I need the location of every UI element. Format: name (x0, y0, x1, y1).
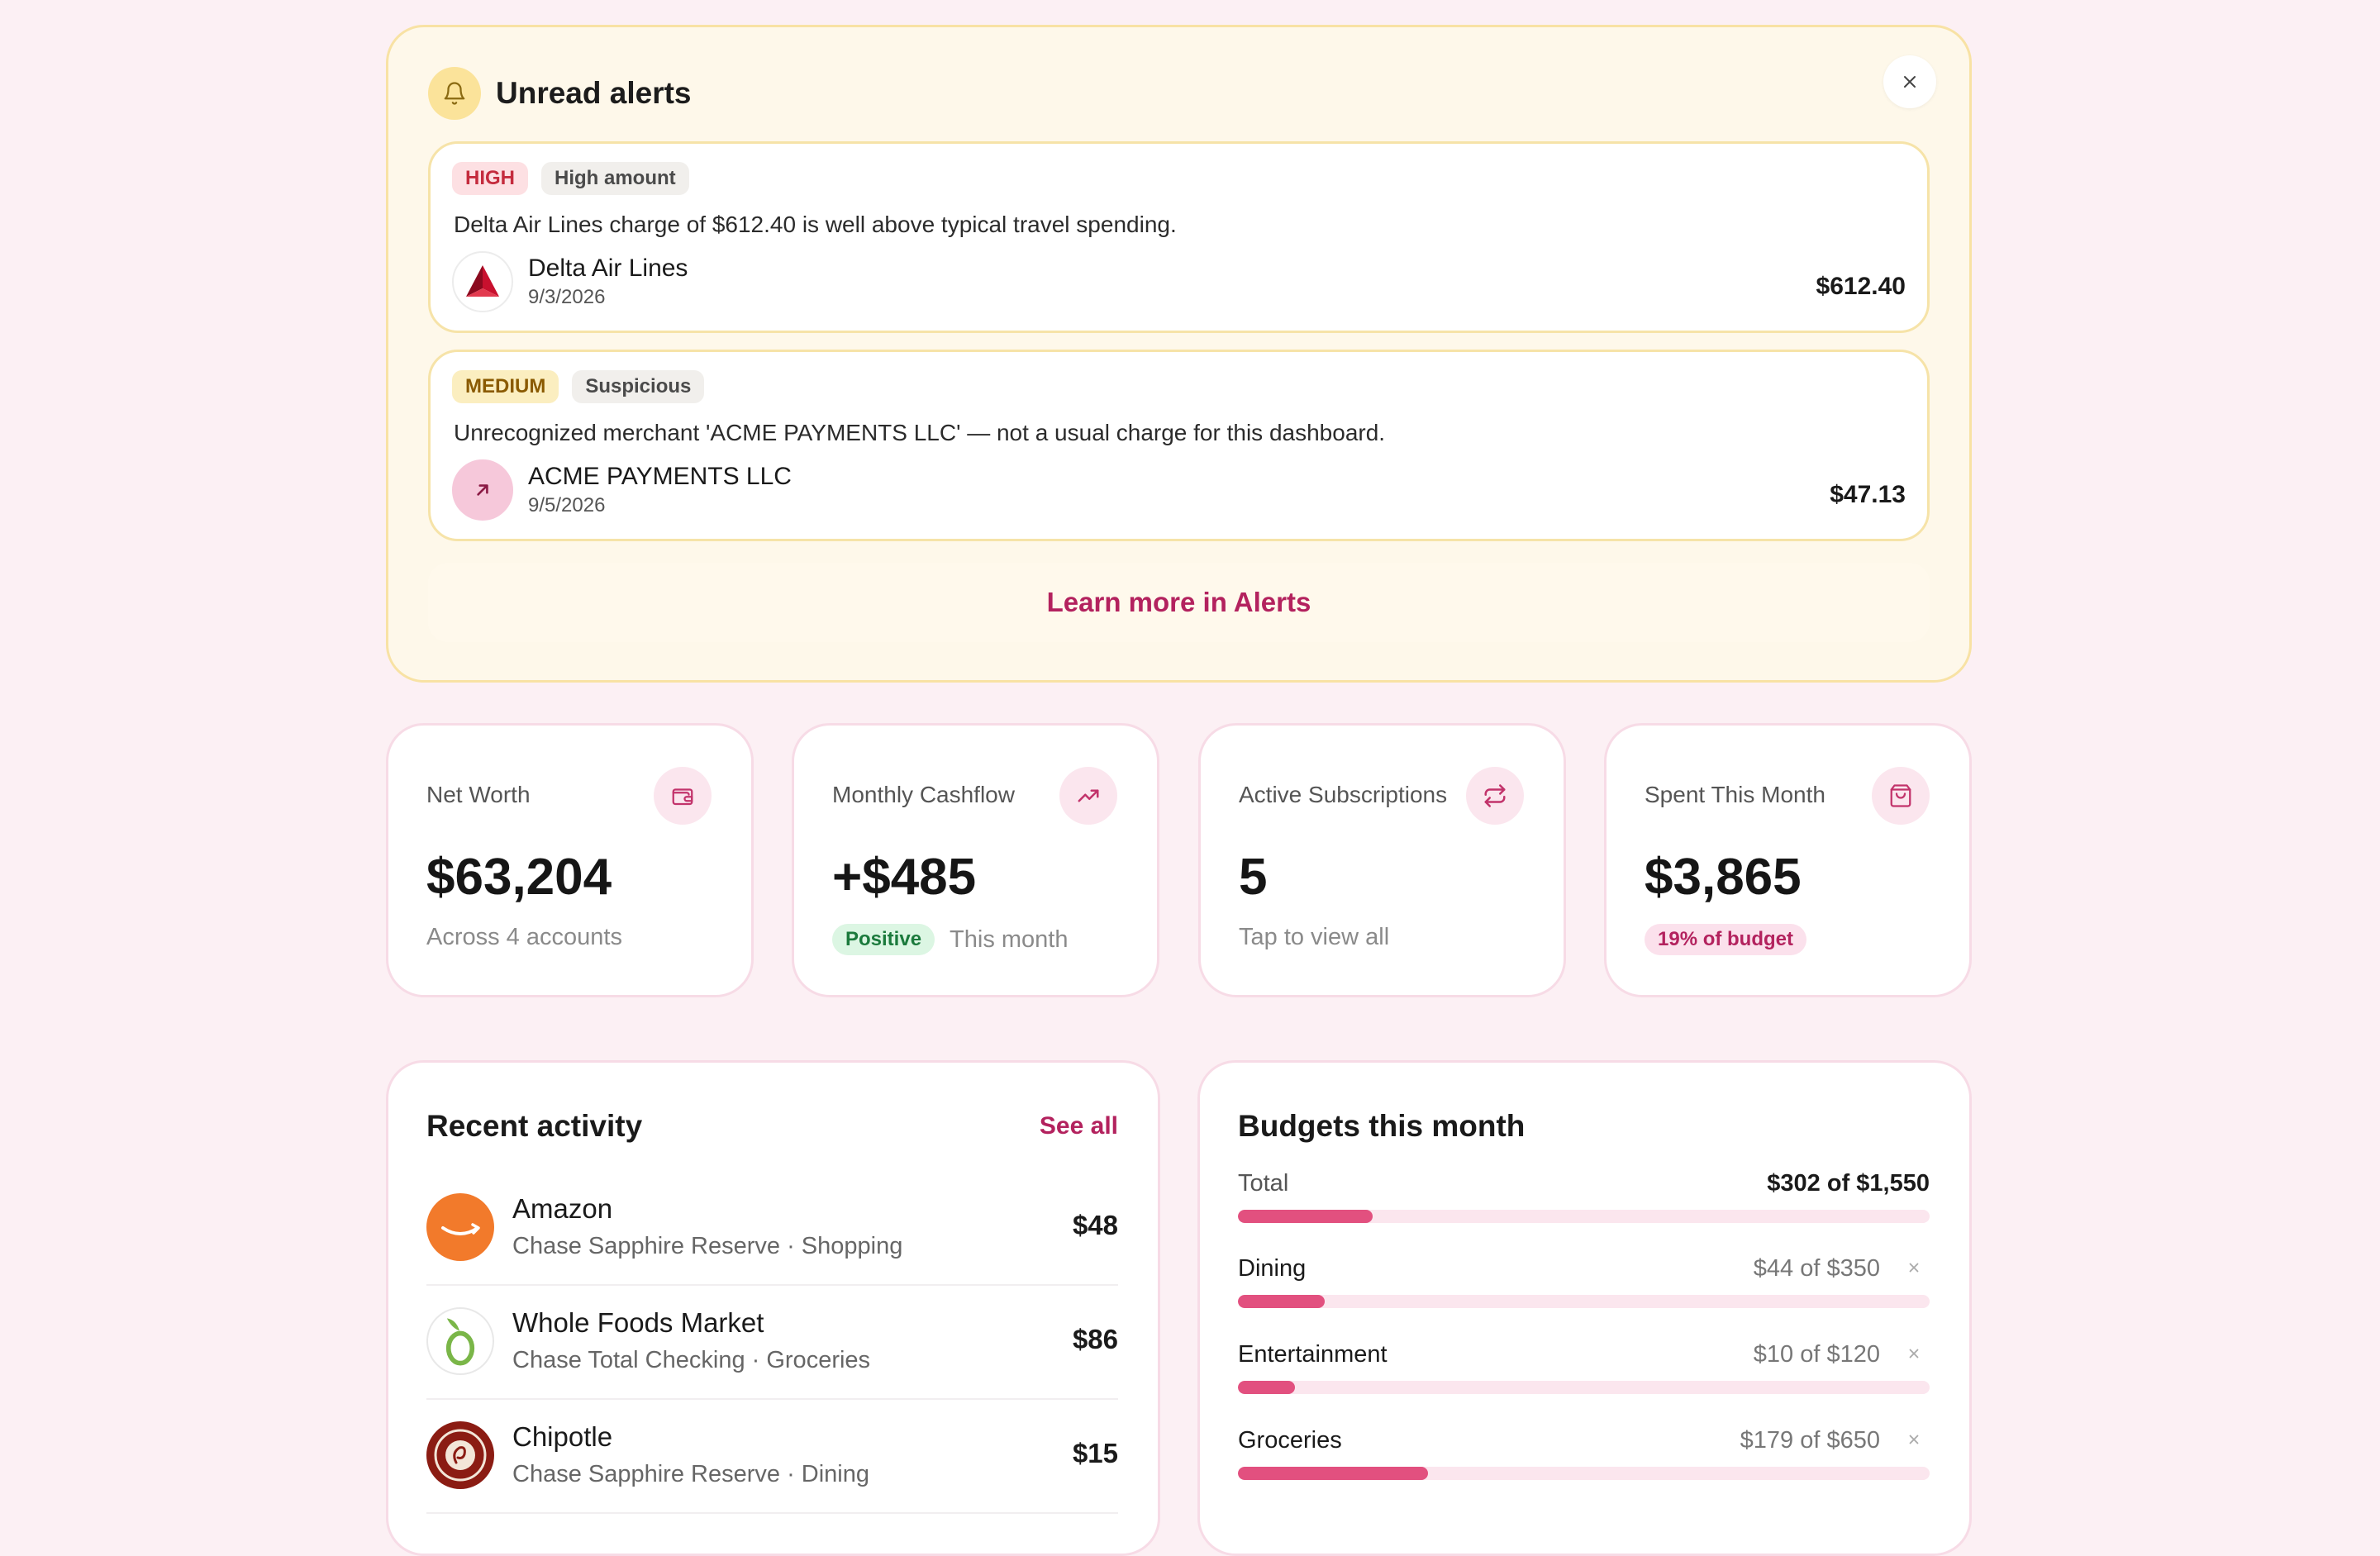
stat-sub: Across 4 accounts (426, 924, 622, 950)
stat-label: Active Subscriptions (1239, 782, 1448, 807)
close-icon (1909, 1263, 1919, 1273)
budget-label: Total (1238, 1170, 1289, 1197)
alert-message: Delta Air Lines charge of $612.40 is wel… (454, 212, 1177, 237)
recent-activity-card: Recent activity See all Amazon Chase Sap… (386, 1060, 1160, 1556)
transaction-details: Chase Sapphire Reserve · Dining (512, 1461, 869, 1487)
alert-type-badge: Suspicious (572, 370, 705, 403)
transaction-amount: $86 (1072, 1324, 1118, 1354)
remove-budget-button[interactable] (1903, 1343, 1925, 1364)
budgets-card: Budgets this month Total $302 of $1,550 … (1197, 1060, 1972, 1556)
stat-value: $3,865 (1645, 849, 1802, 906)
stat-label: Monthly Cashflow (832, 782, 1015, 807)
transaction-details: Chase Sapphire Reserve · Shopping (512, 1233, 903, 1259)
stat-label: Spent This Month (1645, 782, 1825, 807)
chipotle-logo-icon (426, 1421, 494, 1489)
amazon-logo-icon (426, 1193, 494, 1261)
alert-date: 9/3/2026 (528, 286, 606, 308)
transaction-details: Chase Total Checking · Groceries (512, 1347, 871, 1373)
bell-icon (428, 67, 481, 120)
alert-tags: HIGH High amount (452, 162, 689, 195)
unread-alerts-panel: Unread alerts HIGH High amount Delta Air… (386, 25, 1972, 683)
arrow-up-right-icon (452, 459, 513, 521)
see-all-link[interactable]: See all (1039, 1112, 1118, 1140)
positive-badge: Positive (832, 924, 935, 955)
spent-this-month-card[interactable]: Spent This Month $3,865 19% of budget (1604, 723, 1972, 997)
budget-value: $44 of $350 (1753, 1255, 1880, 1282)
net-worth-card[interactable]: Net Worth $63,204 Across 4 accounts (386, 723, 754, 997)
budget-progress-bar (1238, 1381, 1930, 1394)
budget-progress-bar (1238, 1210, 1930, 1223)
shopping-bag-icon (1872, 767, 1930, 825)
alert-card[interactable]: HIGH High amount Delta Air Lines charge … (428, 141, 1930, 333)
alert-date: 9/5/2026 (528, 494, 606, 516)
close-icon (1909, 1349, 1919, 1359)
trending-up-icon (1059, 767, 1117, 825)
delta-logo-icon (452, 251, 513, 312)
budget-value: $179 of $650 (1740, 1427, 1880, 1454)
whole-foods-logo-icon (426, 1307, 494, 1375)
stat-sub: Tap to view all (1239, 924, 1390, 950)
learn-more-alerts-button[interactable]: Learn more in Alerts (428, 563, 1930, 642)
transaction-amount: $15 (1072, 1438, 1118, 1468)
alert-merchant: ACME PAYMENTS LLC 9/5/2026 (452, 459, 792, 521)
budget-label: Groceries (1238, 1427, 1342, 1454)
budget-label: Dining (1238, 1255, 1307, 1282)
monthly-cashflow-card[interactable]: Monthly Cashflow +$485 Positive This mon… (792, 723, 1159, 997)
stat-label: Net Worth (426, 782, 531, 807)
severity-badge: MEDIUM (452, 370, 559, 403)
remove-budget-button[interactable] (1903, 1257, 1925, 1278)
transaction-amount: $48 (1072, 1210, 1118, 1240)
alert-amount: $47.13 (1830, 481, 1906, 508)
stat-value: +$485 (832, 849, 977, 906)
transaction-row[interactable]: Whole Foods Market Chase Total Checking … (426, 1286, 1118, 1400)
repeat-icon (1466, 767, 1524, 825)
alert-merchant: Delta Air Lines 9/3/2026 (452, 251, 688, 312)
alert-type-badge: High amount (541, 162, 689, 195)
alerts-header: Unread alerts (428, 67, 692, 120)
budget-percent-badge: 19% of budget (1645, 924, 1807, 955)
remove-budget-button[interactable] (1903, 1429, 1925, 1450)
close-icon (1904, 76, 1916, 88)
alert-card[interactable]: MEDIUM Suspicious Unrecognized merchant … (428, 350, 1930, 541)
transaction-row[interactable]: Chipotle Chase Sapphire Reserve · Dining… (426, 1400, 1118, 1514)
close-alerts-button[interactable] (1883, 55, 1936, 108)
budget-label: Entertainment (1238, 1341, 1388, 1368)
stat-value: 5 (1239, 849, 1268, 906)
severity-badge: HIGH (452, 162, 528, 195)
alerts-title: Unread alerts (496, 76, 692, 110)
stat-sub: This month (950, 926, 1069, 953)
alert-message: Unrecognized merchant 'ACME PAYMENTS LLC… (454, 420, 1386, 445)
transaction-name: Chipotle (512, 1421, 613, 1452)
merchant-name: ACME PAYMENTS LLC (528, 463, 792, 490)
recent-activity-title: Recent activity (426, 1109, 643, 1143)
budget-progress-bar (1238, 1467, 1930, 1480)
transaction-name: Whole Foods Market (512, 1307, 764, 1338)
wallet-icon (654, 767, 712, 825)
budget-value: $10 of $120 (1753, 1341, 1880, 1368)
budget-value: $302 of $1,550 (1767, 1170, 1930, 1197)
transaction-name: Amazon (512, 1193, 613, 1224)
alert-tags: MEDIUM Suspicious (452, 370, 705, 403)
alert-amount: $612.40 (1816, 273, 1906, 300)
close-icon (1909, 1435, 1919, 1444)
merchant-name: Delta Air Lines (528, 255, 688, 282)
budget-progress-bar (1238, 1295, 1930, 1308)
stat-value: $63,204 (426, 849, 612, 906)
active-subscriptions-card[interactable]: Active Subscriptions 5 Tap to view all (1198, 723, 1566, 997)
transaction-row[interactable]: Amazon Chase Sapphire Reserve · Shopping… (426, 1172, 1118, 1286)
budgets-title: Budgets this month (1238, 1109, 1526, 1143)
